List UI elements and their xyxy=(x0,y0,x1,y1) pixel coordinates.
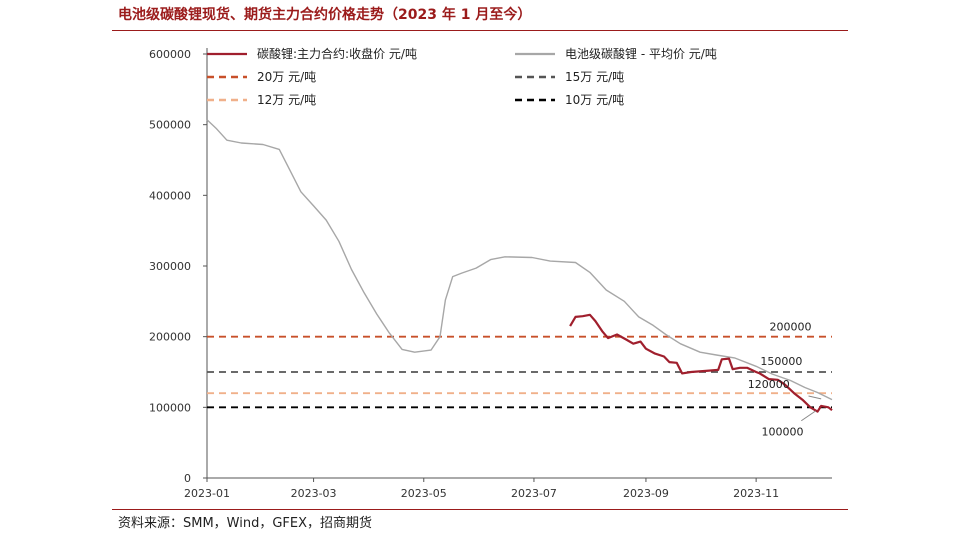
legend-label: 15万 元/吨 xyxy=(565,70,624,84)
legend: 碳酸锂:主力合约:收盘价 元/吨 电池级碳酸锂 - 平均价 元/吨 20万 元/吨 1… xyxy=(207,46,717,107)
y-tick-label: 0 xyxy=(184,472,191,485)
y-tick-label: 500000 xyxy=(149,119,191,132)
annotation-leader xyxy=(801,410,817,422)
x-tick-label: 2023-11 xyxy=(733,487,779,500)
y-tick-label: 200000 xyxy=(149,331,191,344)
series-line xyxy=(569,313,833,413)
x-tick-label: 2023-05 xyxy=(401,487,447,500)
y-tick-label: 100000 xyxy=(149,401,191,414)
annotation-label: 100000 xyxy=(761,425,803,438)
y-tick-label: 300000 xyxy=(149,260,191,273)
annotations: 200000 150000 120000 100000 xyxy=(748,321,822,438)
chart-title: 电池级碳酸锂现货、期货主力合约价格走势（2023 年 1 月至今） xyxy=(118,7,532,23)
x-tick-label: 2023-01 xyxy=(184,487,230,500)
series-lines xyxy=(206,119,833,413)
reference-lines xyxy=(207,335,832,409)
legend-label: 碳酸锂:主力合约:收盘价 元/吨 xyxy=(257,46,417,61)
annotation-label: 120000 xyxy=(748,378,790,391)
y-tick-label: 600000 xyxy=(149,48,191,61)
axes: 0 100000 200000 300000 400000 500000 600000 202… xyxy=(149,48,832,500)
x-tick-label: 2023-09 xyxy=(623,487,669,500)
legend-label: 电池级碳酸锂 - 平均价 元/吨 xyxy=(565,46,717,61)
annotation-leader xyxy=(808,395,822,400)
x-tick-label: 2023-07 xyxy=(511,487,557,500)
annotation-label: 150000 xyxy=(760,355,802,368)
annotation-label: 200000 xyxy=(769,321,811,334)
x-tick-label: 2023-03 xyxy=(291,487,337,500)
legend-label: 20万 元/吨 xyxy=(257,70,316,84)
y-tick-label: 400000 xyxy=(149,189,191,202)
title-divider xyxy=(112,30,848,31)
source-note: 资料来源：SMM，Wind，GFEX，招商期货 xyxy=(118,516,373,531)
legend-label: 12万 元/吨 xyxy=(257,93,316,107)
source-divider xyxy=(112,509,848,510)
series-line xyxy=(206,119,833,401)
legend-label: 10万 元/吨 xyxy=(565,93,624,107)
